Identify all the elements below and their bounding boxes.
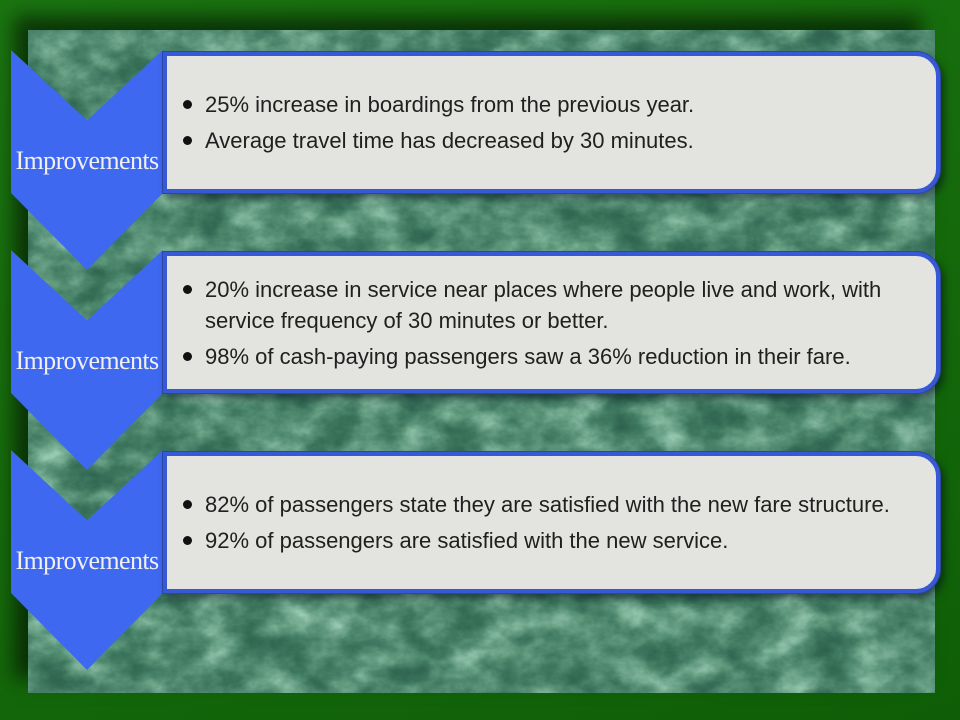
arrow-label: Improvements: [15, 146, 160, 175]
arrow-label: Improvements: [15, 346, 160, 375]
bullet-item: 20% increase in service near places wher…: [167, 274, 906, 336]
arrow-label: Improvements: [15, 546, 160, 575]
info-card-2: 20% increase in service near places wher…: [163, 252, 940, 393]
bullet-item: Average travel time has decreased by 30 …: [167, 125, 906, 156]
info-card-3: 82% of passengers state they are satisfi…: [163, 452, 940, 593]
bullet-item: 25% increase in boardings from the previ…: [167, 89, 906, 120]
bullet-list: 25% increase in boardings from the previ…: [167, 89, 936, 156]
bullet-list: 20% increase in service near places wher…: [167, 274, 936, 372]
bullet-item: 82% of passengers state they are satisfi…: [167, 489, 906, 520]
bullet-list: 82% of passengers state they are satisfi…: [167, 489, 936, 556]
bullet-item: 98% of cash-paying passengers saw a 36% …: [167, 341, 906, 372]
bullet-item: 92% of passengers are satisfied with the…: [167, 525, 906, 556]
info-card-1: 25% increase in boardings from the previ…: [163, 52, 940, 193]
